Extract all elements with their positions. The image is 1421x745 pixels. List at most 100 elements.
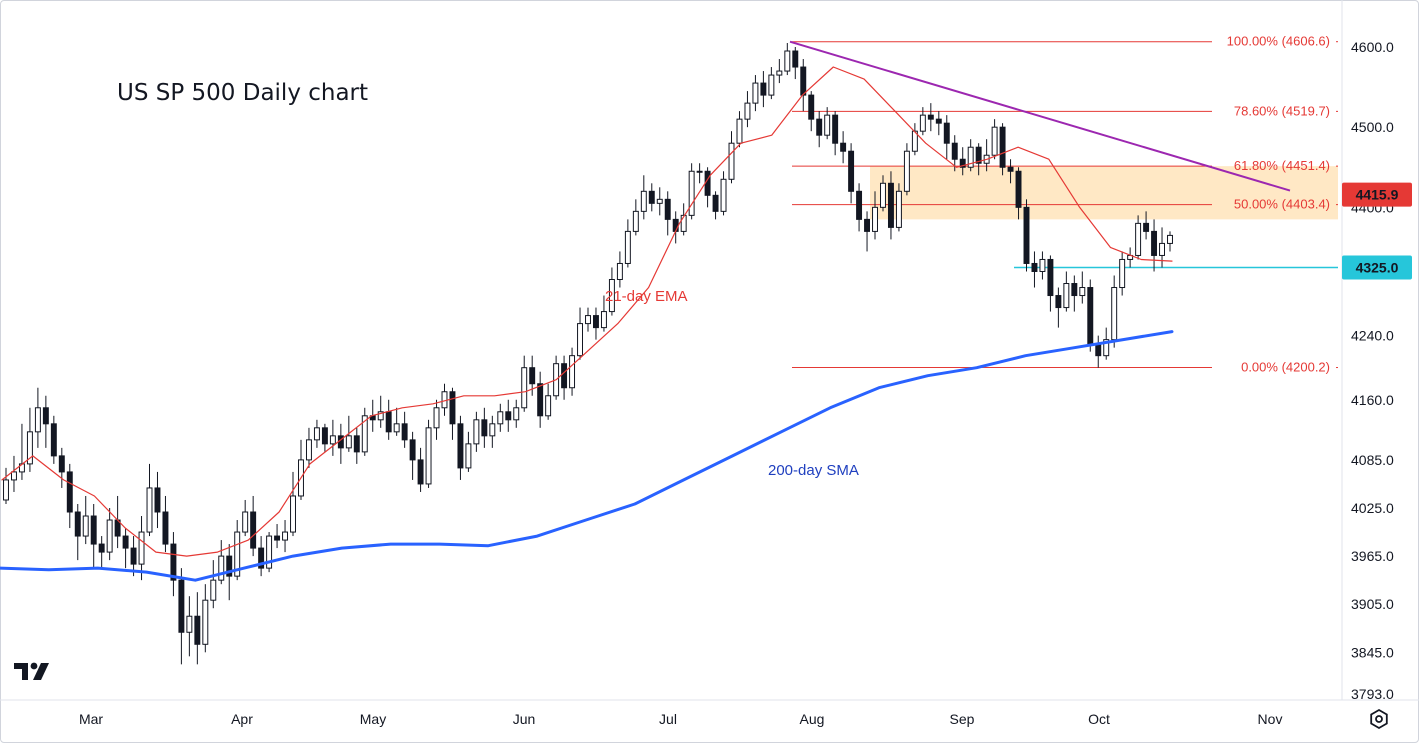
- candle-body-up: [1159, 242, 1165, 256]
- candle-body-down: [250, 511, 257, 549]
- candle-body-up: [545, 395, 552, 417]
- candle: [895, 183, 902, 232]
- price-marker-badge: [1342, 255, 1412, 280]
- candle-body-up: [688, 170, 695, 216]
- candle: [545, 383, 552, 420]
- candle-body-up: [146, 487, 153, 533]
- price-tick-label: 3793.0: [1351, 686, 1394, 702]
- candle: [903, 143, 910, 196]
- price-tick-label: 4500.0: [1351, 119, 1394, 135]
- candle: [760, 71, 767, 108]
- fibonacci-layer: 100.00% (4606.6) 78.60% (4519.7) 61.80% (4…: [792, 34, 1338, 375]
- fib-level-label: 0.00% (4200.2): [1241, 360, 1330, 375]
- candle-body-up: [736, 118, 743, 144]
- candle-body-up: [1167, 234, 1173, 244]
- candle-body-up: [313, 427, 320, 441]
- candle: [1135, 215, 1142, 260]
- time-tick-label: Jul: [659, 711, 677, 727]
- candle: [1079, 271, 1086, 304]
- candle: [688, 163, 695, 220]
- candle: [991, 119, 998, 160]
- price-marker-label: 4325.0: [1356, 259, 1399, 275]
- price-marker: 4325.0: [1342, 255, 1412, 280]
- candle: [848, 143, 855, 204]
- candle-body-up: [34, 407, 41, 433]
- candle: [1055, 287, 1062, 328]
- candle: [911, 123, 918, 156]
- candle: [704, 167, 711, 208]
- candle-body-down: [74, 511, 81, 537]
- candle-body-up: [1135, 222, 1142, 256]
- candle: [66, 463, 73, 529]
- candle: [489, 415, 496, 448]
- candle-body-down: [1055, 295, 1062, 309]
- candle: [943, 115, 950, 160]
- tradingview-logo[interactable]: [14, 660, 54, 689]
- candle: [1047, 255, 1054, 312]
- chart-title: US SP 500 Daily chart: [117, 80, 369, 106]
- candle-body-up: [616, 262, 623, 281]
- candle-body-up: [744, 102, 751, 120]
- candle: [242, 499, 249, 537]
- candle-body-down: [258, 547, 265, 569]
- candle: [1023, 199, 1030, 272]
- candle: [473, 411, 480, 452]
- resistance-zone-layer: [870, 166, 1338, 220]
- candle-body-up: [585, 315, 591, 325]
- price-markers-layer: 4415.9 4325.0: [1342, 182, 1412, 280]
- candle: [146, 463, 153, 537]
- candle: [712, 191, 719, 220]
- price-axis[interactable]: 4600.04500.04400.04325.04240.04160.04085…: [1341, 0, 1394, 702]
- sma-200-line: [0, 330, 1174, 582]
- candle: [616, 251, 623, 288]
- candle-body-up: [768, 74, 775, 96]
- candle-body-down: [385, 411, 392, 433]
- resistance-zone: [870, 166, 1338, 220]
- candle: [290, 471, 296, 537]
- candle-body-down: [1071, 283, 1078, 297]
- candle: [856, 183, 863, 232]
- candle-body-up: [752, 82, 759, 104]
- candle-body-up: [1103, 339, 1110, 357]
- candle-body-down: [951, 142, 958, 160]
- candle-body-down: [226, 555, 233, 577]
- candle-body-down: [943, 122, 950, 144]
- candle-body-down: [808, 94, 815, 120]
- candle-body-down: [975, 146, 982, 164]
- candle-body-up: [218, 555, 225, 581]
- price-tick-label: 4085.0: [1351, 452, 1394, 468]
- price-tick-label: 3905.0: [1351, 596, 1394, 612]
- candle-body-down: [401, 423, 408, 441]
- gear-icon[interactable]: [1368, 708, 1390, 730]
- candle-body-down: [178, 579, 185, 633]
- candle-body-down: [50, 423, 57, 457]
- candle: [569, 347, 576, 396]
- candle-body-down: [162, 511, 169, 545]
- candle-body-up: [234, 531, 241, 577]
- candle-body-up: [608, 279, 615, 313]
- candle: [800, 59, 807, 112]
- candle-body-up: [377, 411, 384, 421]
- price-marker-label: 4415.9: [1356, 187, 1399, 203]
- candle-body-up: [824, 114, 831, 136]
- candle: [34, 387, 41, 448]
- candle: [1007, 159, 1014, 184]
- candle: [178, 568, 185, 665]
- candle-body-down: [537, 383, 544, 417]
- candle-body-down: [1015, 170, 1022, 208]
- sma-label: 200-day SMA: [768, 462, 859, 479]
- candle-body-down: [449, 391, 456, 425]
- candle: [840, 131, 847, 164]
- candle-body-down: [98, 543, 105, 553]
- candle: [194, 592, 201, 665]
- candle-body-down: [704, 170, 711, 196]
- candle-body-down: [887, 182, 894, 228]
- candle: [457, 415, 464, 480]
- time-axis[interactable]: Mar Apr May Jun Jul Aug Sep Oct Nov: [0, 699, 1419, 727]
- candle-body-up: [497, 411, 504, 425]
- candles-layer: [3, 42, 1173, 665]
- candle-body-up: [1119, 258, 1126, 289]
- candle-body-up: [696, 170, 703, 173]
